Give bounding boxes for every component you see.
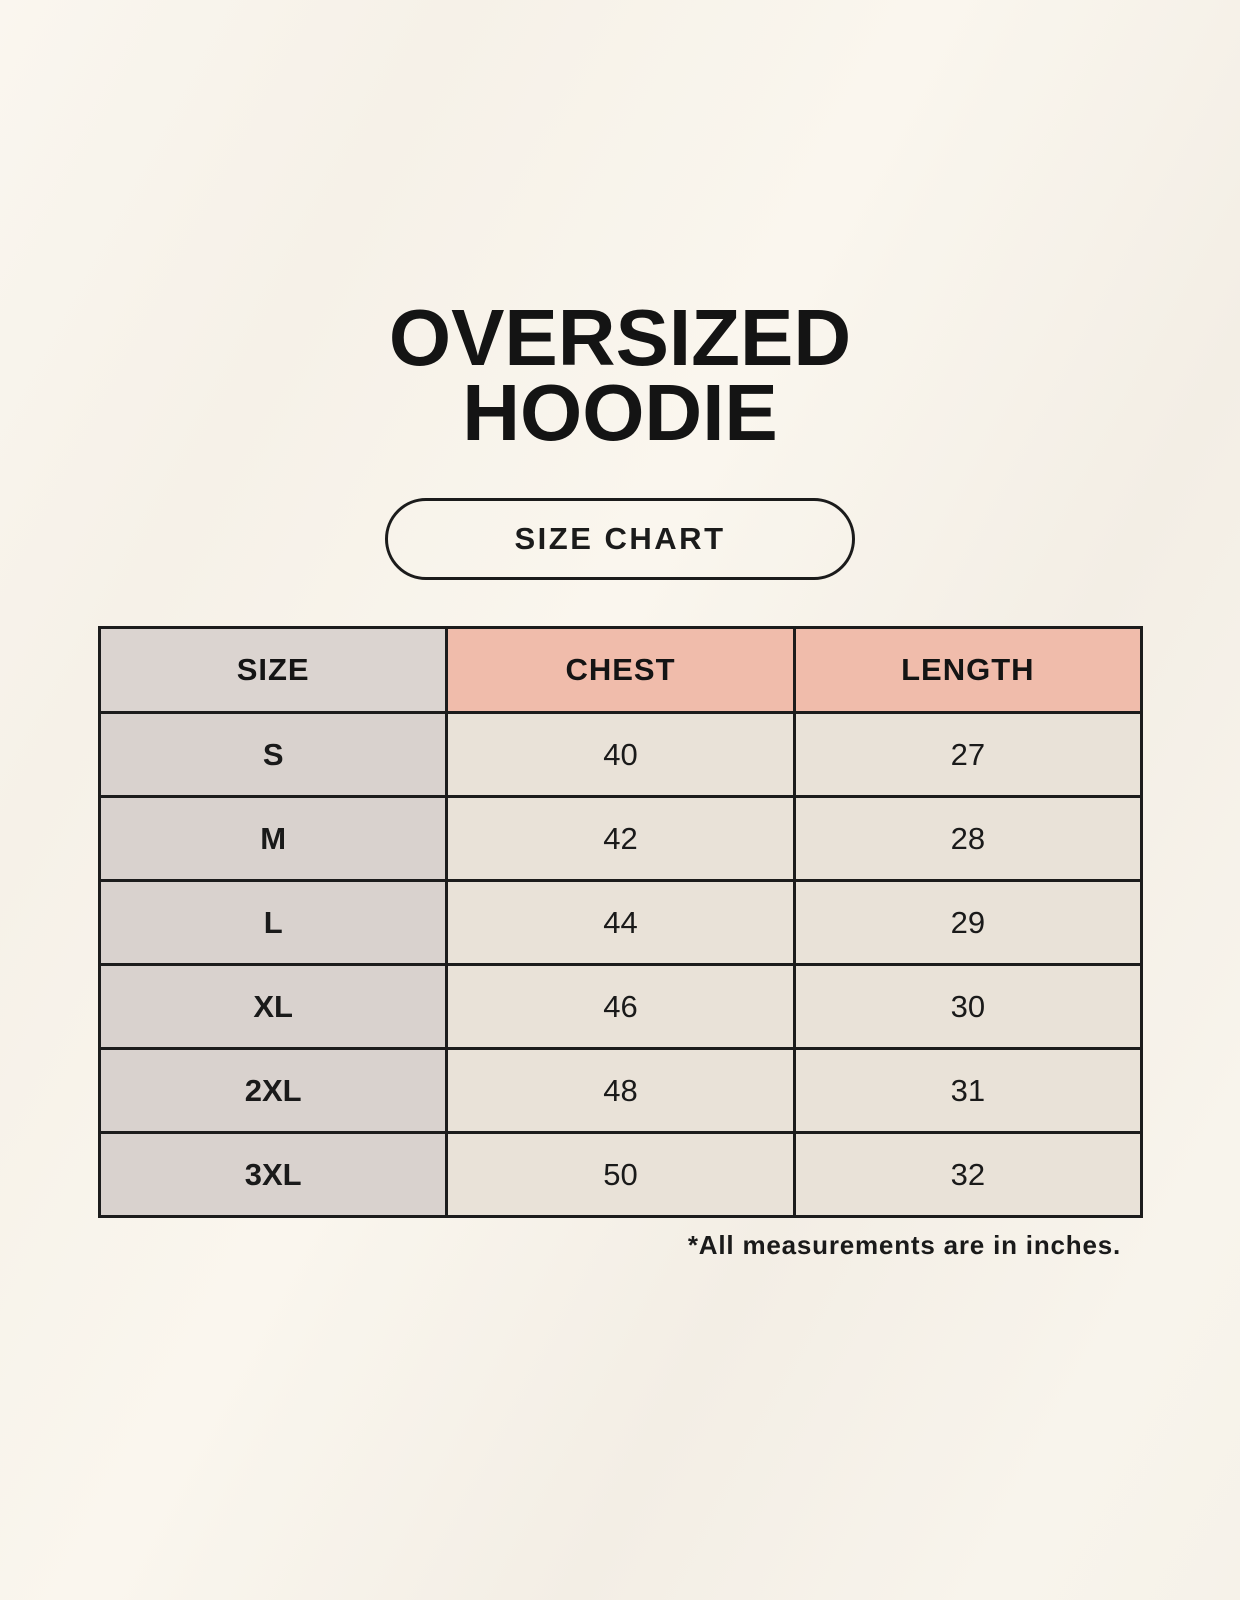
column-header-size: SIZE	[97, 626, 449, 715]
length-cell: 28	[792, 795, 1144, 883]
table-row-s: S 40 27	[97, 711, 1144, 799]
length-cell: 29	[792, 879, 1144, 967]
size-cell: 2XL	[97, 1047, 449, 1135]
table-row-3xl: 3XL 50 32	[97, 1131, 1144, 1219]
chest-cell: 44	[445, 879, 796, 967]
length-cell: 27	[792, 711, 1144, 799]
size-chart-button-label: SIZE CHART	[514, 521, 726, 557]
size-cell: XL	[97, 963, 449, 1051]
size-cell: 3XL	[97, 1131, 449, 1219]
table-row-l: L 44 29	[97, 879, 1144, 967]
title-line-2: HOODIE	[462, 368, 778, 458]
size-cell: L	[97, 879, 449, 967]
size-chart-table-header: SIZE CHEST LENGTH	[97, 626, 1144, 715]
table-row-xl: XL 46 30	[97, 963, 1144, 1051]
column-header-chest: CHEST	[445, 626, 796, 715]
length-cell: 31	[792, 1047, 1144, 1135]
title-line-1: OVERSIZED	[388, 293, 852, 382]
size-chart-button[interactable]: SIZE CHART	[385, 498, 855, 581]
chest-cell: 50	[445, 1131, 796, 1219]
size-cell: M	[97, 795, 449, 883]
chest-cell: 48	[445, 1047, 796, 1135]
chest-cell: 40	[445, 711, 796, 799]
measurements-footnote: *All measurements are in inches.	[687, 1230, 1121, 1261]
length-cell: 32	[792, 1131, 1144, 1219]
header-row: SIZE CHEST LENGTH	[97, 626, 1144, 715]
table-row-m: M 42 28	[97, 795, 1144, 883]
size-chart-table-body: S 40 27 M 42 28 L 44 29 XL 46 30 2XL 48 …	[97, 711, 1144, 1219]
size-chart-table: SIZE CHEST LENGTH S 40 27 M 42 28 L 44 2…	[97, 626, 1144, 1219]
size-cell: S	[97, 711, 449, 799]
column-header-length: LENGTH	[792, 626, 1144, 715]
chest-cell: 42	[445, 795, 796, 883]
chest-cell: 46	[445, 963, 796, 1051]
page-title: OVERSIZED HOODIE	[0, 0, 1240, 458]
length-cell: 30	[792, 963, 1144, 1051]
table-row-2xl: 2XL 48 31	[97, 1047, 1144, 1135]
size-chart-button-row: SIZE CHART	[0, 498, 1240, 581]
